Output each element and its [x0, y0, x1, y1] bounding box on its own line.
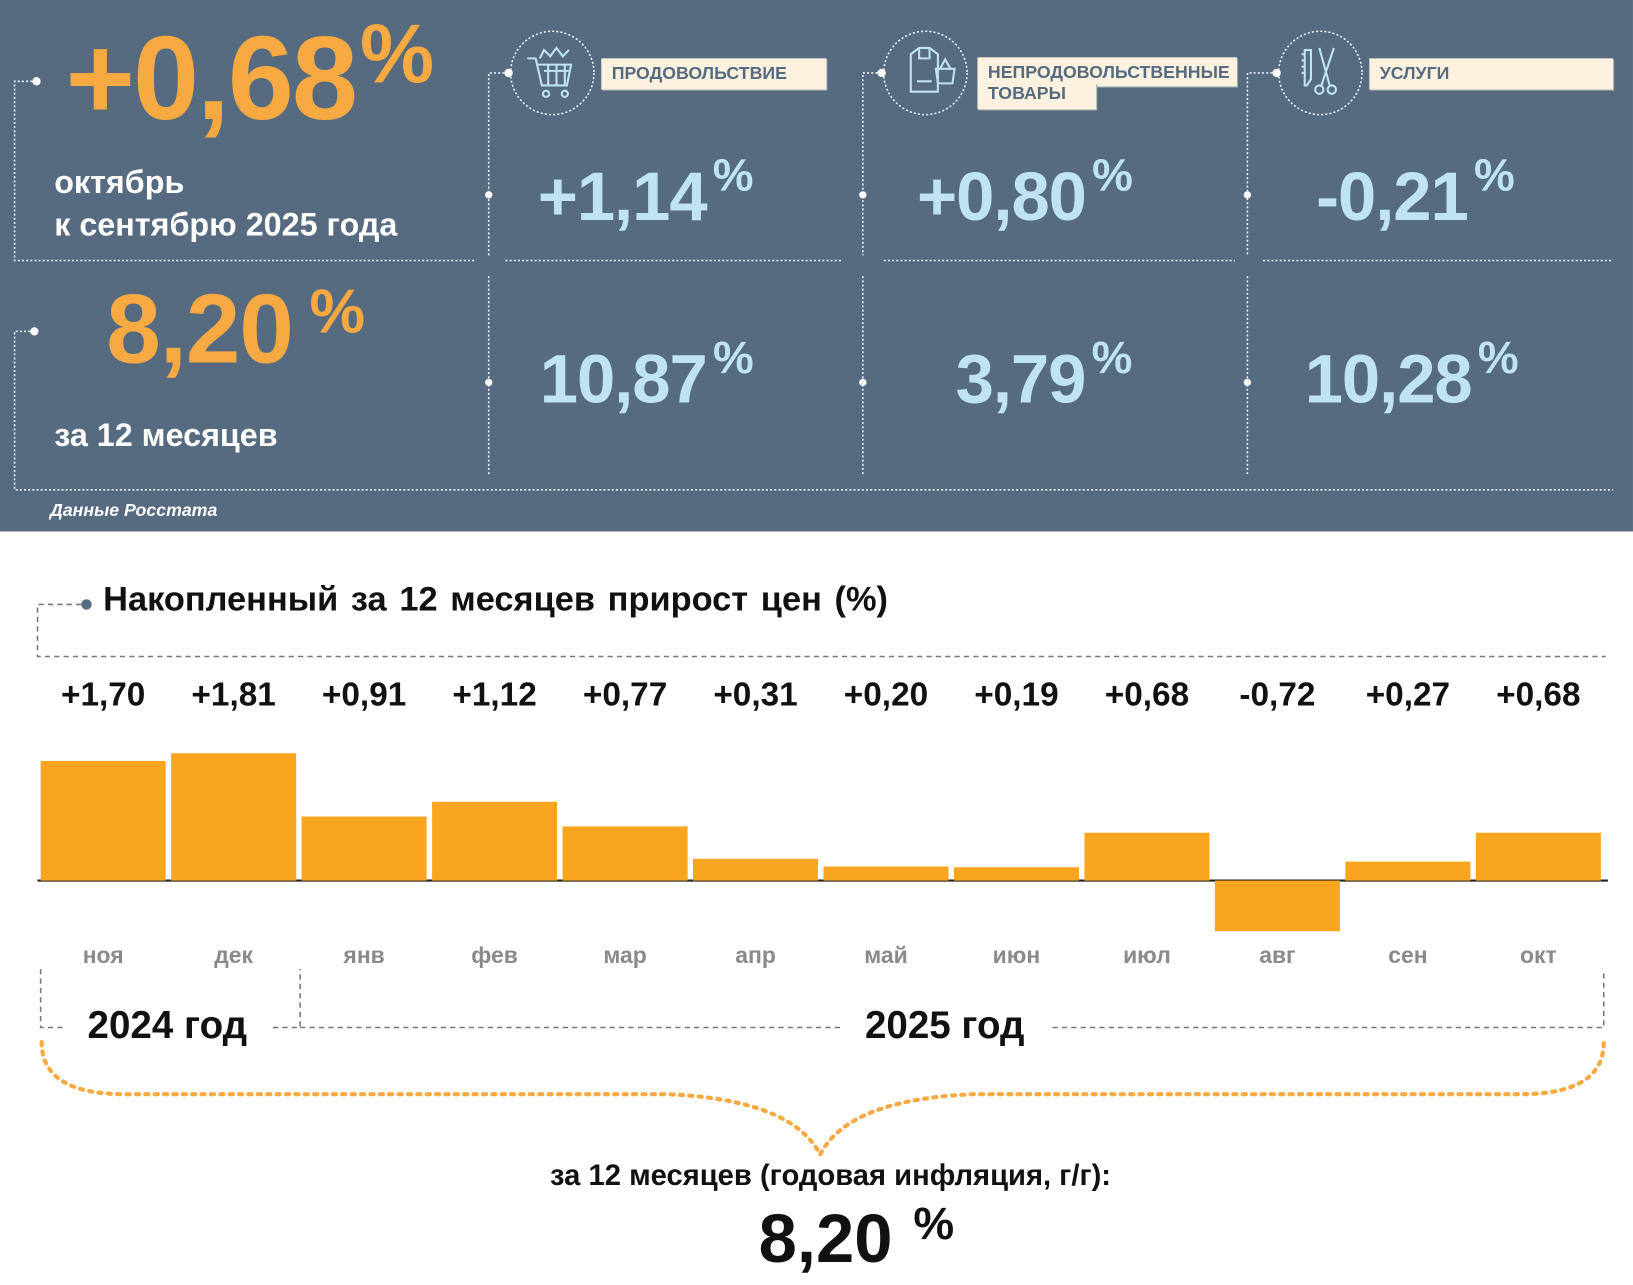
percent-sign: %: [712, 332, 754, 384]
value-label: +0,19: [974, 675, 1059, 713]
bar-8: [1084, 832, 1210, 881]
year-label-2024: 2024 год: [87, 1003, 248, 1047]
annual-value: 8,20: [106, 274, 294, 384]
value: 10,28: [1304, 339, 1473, 417]
year-label-2025: 2025 год: [864, 1003, 1025, 1047]
shopping-cart-icon: [527, 46, 573, 98]
value-label: +0,20: [843, 675, 929, 713]
total-inflation: 8,20%: [759, 1198, 954, 1277]
category-label-food: ПРОДОВОЛЬСТВИЕ: [601, 58, 827, 90]
value-label: +0,31: [713, 675, 798, 713]
monthly-period-line1: октябрь: [54, 163, 185, 201]
month-label: окт: [1519, 942, 1557, 969]
services-monthly: -0,21%: [1316, 150, 1515, 235]
month-label: мар: [603, 942, 647, 969]
label-text: УСЛУГИ: [1379, 63, 1450, 84]
food-annual: 10,87%: [539, 332, 754, 418]
value-label: +1,81: [191, 675, 276, 713]
value-label: +1,70: [60, 675, 146, 713]
annual-period-label: за 12 месяцев: [54, 416, 278, 454]
comb-scissors-icon: [1301, 47, 1338, 95]
services-annual: 10,28%: [1304, 332, 1519, 418]
nonfood-annual: 3,79%: [955, 332, 1133, 418]
annual-inflation-value: 8,20%: [106, 273, 365, 386]
bar-9: [1214, 880, 1340, 932]
percent-sign: %: [1477, 332, 1519, 384]
chart-title: Накопленный за 12 месяцев прирост цен (%…: [103, 579, 889, 618]
category-label-nonfood-line2: ТОВАРЫ: [977, 83, 1097, 110]
value: 10,87: [539, 339, 708, 417]
bar-6: [823, 866, 949, 881]
value: +1,14: [537, 157, 708, 235]
month-label: июл: [1123, 942, 1171, 969]
value-label: +0,27: [1365, 675, 1451, 713]
monthly-value: +0,68: [65, 12, 358, 145]
month-label: ноя: [82, 942, 124, 969]
nonfood-monthly: +0,80%: [917, 150, 1133, 235]
value: 3,79: [955, 339, 1087, 417]
bar-0: [40, 760, 166, 881]
bar-11: [1475, 832, 1601, 881]
month-label: апр: [735, 942, 776, 969]
value-label: +0,68: [1104, 675, 1190, 713]
source-note: Данные Росстата: [50, 500, 218, 521]
label-text: НЕПРОДОВОЛЬСТВЕННЫЕ: [987, 62, 1230, 83]
value: +0,80: [917, 157, 1087, 235]
value-label: +0,68: [1496, 675, 1581, 713]
month-label: авг: [1259, 942, 1296, 969]
month-label: фев: [471, 942, 518, 969]
month-label: янв: [343, 942, 385, 969]
percent-sign: %: [359, 7, 434, 101]
bar-10: [1345, 861, 1471, 881]
value-label: +0,91: [321, 675, 407, 713]
month-label: май: [864, 942, 908, 969]
bar-5: [692, 858, 819, 881]
month-label: сен: [1388, 942, 1428, 969]
value: -0,21: [1316, 157, 1469, 235]
percent-sign: %: [309, 276, 365, 346]
monthly-period-line2: к сентябрю 2025 года: [54, 206, 398, 243]
category-label-services: УСЛУГИ: [1369, 58, 1614, 90]
percent-sign: %: [913, 1198, 955, 1250]
month-label: дек: [214, 942, 254, 969]
month-label: июн: [992, 942, 1041, 969]
bar-1: [171, 753, 297, 881]
bracket-brace: [39, 1040, 1606, 1160]
food-monthly: +1,14%: [537, 150, 754, 235]
bar-7: [953, 867, 1079, 881]
monthly-inflation-value: +0,68%: [65, 7, 434, 147]
value-label: +1,12: [452, 675, 537, 713]
total-label: за 12 месяцев (годовая инфляция, г/г):: [550, 1158, 1112, 1192]
bar-4: [562, 826, 688, 881]
percent-sign: %: [1092, 150, 1133, 202]
value-label: +0,77: [582, 675, 668, 713]
percent-sign: %: [1091, 332, 1133, 384]
bar-2: [301, 816, 427, 881]
value-label: -0,72: [1239, 675, 1316, 713]
percent-sign: %: [1473, 150, 1515, 202]
chart-bars: [40, 753, 1601, 932]
clothing-bag-icon: [909, 46, 956, 93]
label-text: ТОВАРЫ: [987, 83, 1066, 104]
total-value: 8,20: [758, 1199, 893, 1277]
bar-3: [432, 801, 558, 881]
label-text: ПРОДОВОЛЬСТВИЕ: [611, 63, 787, 84]
category-label-nonfood: НЕПРОДОВОЛЬСТВЕННЫЕ: [977, 57, 1237, 87]
percent-sign: %: [712, 150, 754, 202]
